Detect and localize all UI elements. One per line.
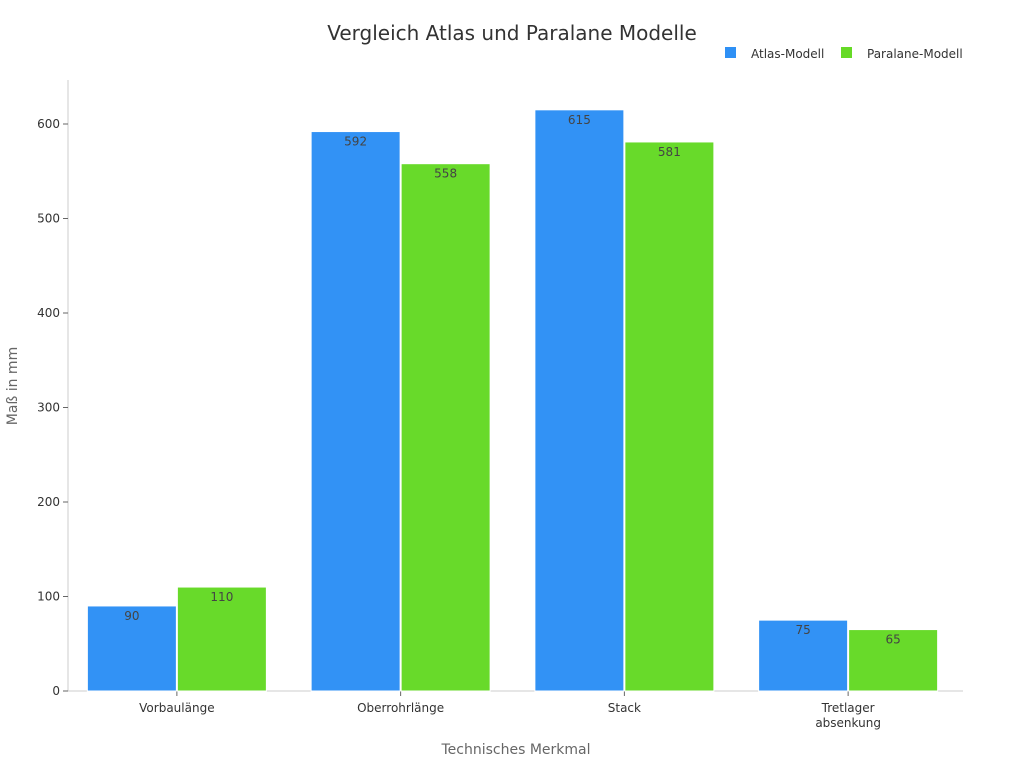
data-label: 615	[568, 113, 591, 127]
data-label: 75	[795, 623, 810, 637]
y-tick-label: 100	[37, 590, 60, 604]
bar-atlas-modell	[534, 109, 625, 692]
data-label: 110	[210, 590, 233, 604]
bar-paralane-modell	[400, 163, 491, 692]
y-tick-label: 600	[37, 117, 60, 131]
bar-atlas-modell	[86, 605, 177, 692]
data-label: 558	[434, 167, 457, 181]
bar-atlas-modell	[310, 131, 401, 692]
y-tick-label: 200	[37, 495, 60, 509]
data-label: 65	[885, 633, 900, 647]
x-axis-label: Technisches Merkmal	[440, 742, 590, 758]
legend-label: Atlas-Modell	[751, 47, 824, 61]
bar-paralane-modell	[848, 629, 939, 692]
x-tick-label: Oberrohrlänge	[357, 701, 444, 715]
bar-paralane-modell	[176, 586, 267, 692]
y-axis-label: Maß in mm	[5, 347, 21, 425]
data-label: 592	[344, 135, 367, 149]
legend-swatch	[725, 47, 736, 58]
data-label: 581	[658, 145, 681, 159]
bar-paralane-modell	[624, 141, 715, 692]
chart-title: Vergleich Atlas und Paralane Modelle	[327, 21, 697, 45]
legend-swatch	[841, 47, 852, 58]
bar-atlas-modell	[758, 619, 849, 692]
y-tick-label: 0	[52, 684, 60, 698]
x-tick-label: Tretlager absenkung	[815, 701, 881, 730]
y-tick-label: 300	[37, 401, 60, 415]
data-label: 90	[124, 609, 139, 623]
legend-label: Paralane-Modell	[867, 47, 963, 61]
legend: Atlas-Modell Paralane-Modell	[725, 47, 963, 61]
x-tick-label: Vorbaulänge	[139, 701, 214, 715]
y-tick-label: 500	[37, 212, 60, 226]
y-tick-label: 400	[37, 306, 60, 320]
x-tick-label: Stack	[608, 701, 641, 715]
